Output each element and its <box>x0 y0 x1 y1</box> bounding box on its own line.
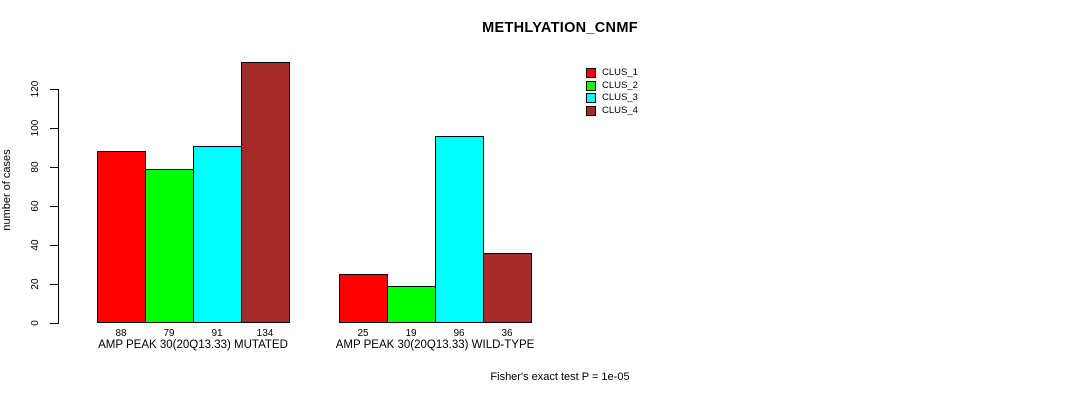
y-tick-label: 120 <box>30 80 41 98</box>
legend-label: CLUS_2 <box>602 79 638 91</box>
bar-clus_3-group1 <box>193 146 242 323</box>
bar-value-label: 134 <box>256 328 274 339</box>
bar-clus_2-group1 <box>145 169 194 323</box>
y-tick-label: 40 <box>30 239 41 251</box>
legend-label: CLUS_3 <box>602 92 638 103</box>
legend-label: CLUS_4 <box>602 104 638 116</box>
legend-label: CLUS_1 <box>602 67 638 78</box>
legend: CLUS_1 CLUS_2 CLUS_3 CLUS_4 <box>586 67 638 117</box>
y-tick-label: 80 <box>30 161 41 173</box>
legend-swatch-icon <box>586 68 596 79</box>
y-tick-mark <box>50 206 58 207</box>
legend-item-clus_3: CLUS_3 <box>586 92 638 105</box>
y-axis-label: number of cases <box>1 149 13 231</box>
legend-swatch-icon <box>586 80 596 91</box>
y-tick-label: 100 <box>30 119 41 137</box>
legend-item-clus_2: CLUS_2 <box>586 80 638 93</box>
y-tick-mark <box>50 284 58 285</box>
legend-item-clus_1: CLUS_1 <box>586 67 638 80</box>
group-label: AMP PEAK 30(20Q13.33) MUTATED <box>98 339 288 351</box>
y-tick-mark <box>50 128 58 129</box>
group-label: AMP PEAK 30(20Q13.33) WILD-TYPE <box>335 339 535 351</box>
y-tick-mark <box>50 323 58 324</box>
bar-clus_2-group2 <box>387 286 436 323</box>
y-tick-mark <box>50 245 58 246</box>
y-tick-mark <box>50 167 58 168</box>
bar-value-label: 88 <box>115 328 127 339</box>
bar-clus_1-group1 <box>97 151 146 323</box>
y-tick-mark <box>50 89 58 90</box>
fisher-test-annotation: Fisher's exact test P = 1e-05 <box>490 371 630 383</box>
legend-item-clus_4: CLUS_4 <box>586 105 638 118</box>
chart-title: METHLYATION_CNMF <box>482 20 638 36</box>
bar-clus_3-group2 <box>435 136 484 323</box>
bar-value-label: 96 <box>453 328 465 339</box>
bar-value-label: 19 <box>405 328 417 339</box>
y-tick-label: 20 <box>30 278 41 290</box>
legend-swatch-icon <box>586 93 596 104</box>
bar-clus_4-group1 <box>241 62 290 323</box>
y-tick-label: 60 <box>30 200 41 212</box>
y-tick-label: 0 <box>30 320 41 326</box>
bar-value-label: 36 <box>501 328 513 339</box>
bar-clus_4-group2 <box>483 253 532 323</box>
y-axis-line <box>58 89 59 324</box>
bar-clus_1-group2 <box>339 274 388 323</box>
bar-value-label: 91 <box>211 328 223 339</box>
bar-value-label: 25 <box>357 328 369 339</box>
legend-swatch-icon <box>586 105 596 116</box>
bar-value-label: 79 <box>163 328 175 339</box>
